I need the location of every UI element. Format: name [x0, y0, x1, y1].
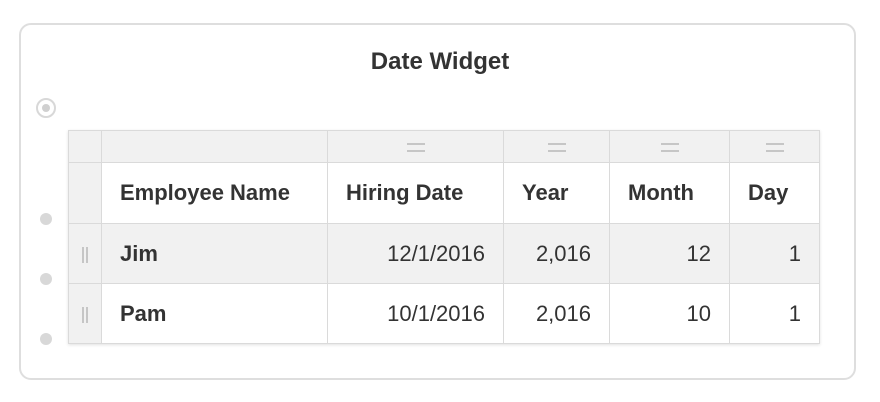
row-gutter[interactable] — [68, 223, 102, 284]
dot-icon[interactable] — [40, 333, 52, 345]
column-header-year[interactable]: Year — [503, 162, 610, 224]
corner-cell — [68, 130, 102, 163]
cell-hiring-date[interactable]: 10/1/2016 — [327, 283, 504, 344]
column-menu-row — [68, 130, 820, 163]
cell-employee-name[interactable]: Jim — [101, 223, 328, 284]
radio-selector-icon[interactable] — [36, 98, 56, 118]
row-gutter[interactable] — [68, 283, 102, 344]
column-menu-cell[interactable] — [503, 130, 610, 163]
cell-year[interactable]: 2,016 — [503, 223, 610, 284]
dot-icon[interactable] — [40, 213, 52, 225]
cell-day[interactable]: 1 — [729, 283, 820, 344]
column-header-day[interactable]: Day — [729, 162, 820, 224]
column-menu-cell — [101, 130, 328, 163]
cell-hiring-date[interactable]: 12/1/2016 — [327, 223, 504, 284]
column-menu-cell[interactable] — [327, 130, 504, 163]
dot-icon[interactable] — [40, 273, 52, 285]
column-header-employee-name[interactable]: Employee Name — [101, 162, 328, 224]
cell-day[interactable]: 1 — [729, 223, 820, 284]
column-menu-icon[interactable] — [547, 143, 566, 153]
widget-title: Date Widget — [370, 48, 510, 75]
column-header-month[interactable]: Month — [609, 162, 730, 224]
column-header-hiring-date[interactable]: Hiring Date — [327, 162, 504, 224]
column-menu-icon[interactable] — [406, 143, 425, 153]
column-menu-icon[interactable] — [765, 143, 784, 153]
column-menu-icon[interactable] — [660, 143, 679, 153]
header-gutter — [68, 162, 102, 224]
column-menu-cell[interactable] — [729, 130, 820, 163]
employee-date-table: Employee Name Hiring Date Year Month Day… — [68, 130, 820, 344]
table-row: Pam 10/1/2016 2,016 10 1 — [68, 283, 820, 344]
cell-month[interactable]: 10 — [609, 283, 730, 344]
drag-handle-icon[interactable] — [82, 246, 88, 263]
column-menu-cell[interactable] — [609, 130, 730, 163]
cell-month[interactable]: 12 — [609, 223, 730, 284]
cell-year[interactable]: 2,016 — [503, 283, 610, 344]
column-header-row: Employee Name Hiring Date Year Month Day — [68, 162, 820, 224]
cell-employee-name[interactable]: Pam — [101, 283, 328, 344]
drag-handle-icon[interactable] — [82, 306, 88, 323]
table-row: Jim 12/1/2016 2,016 12 1 — [68, 223, 820, 284]
